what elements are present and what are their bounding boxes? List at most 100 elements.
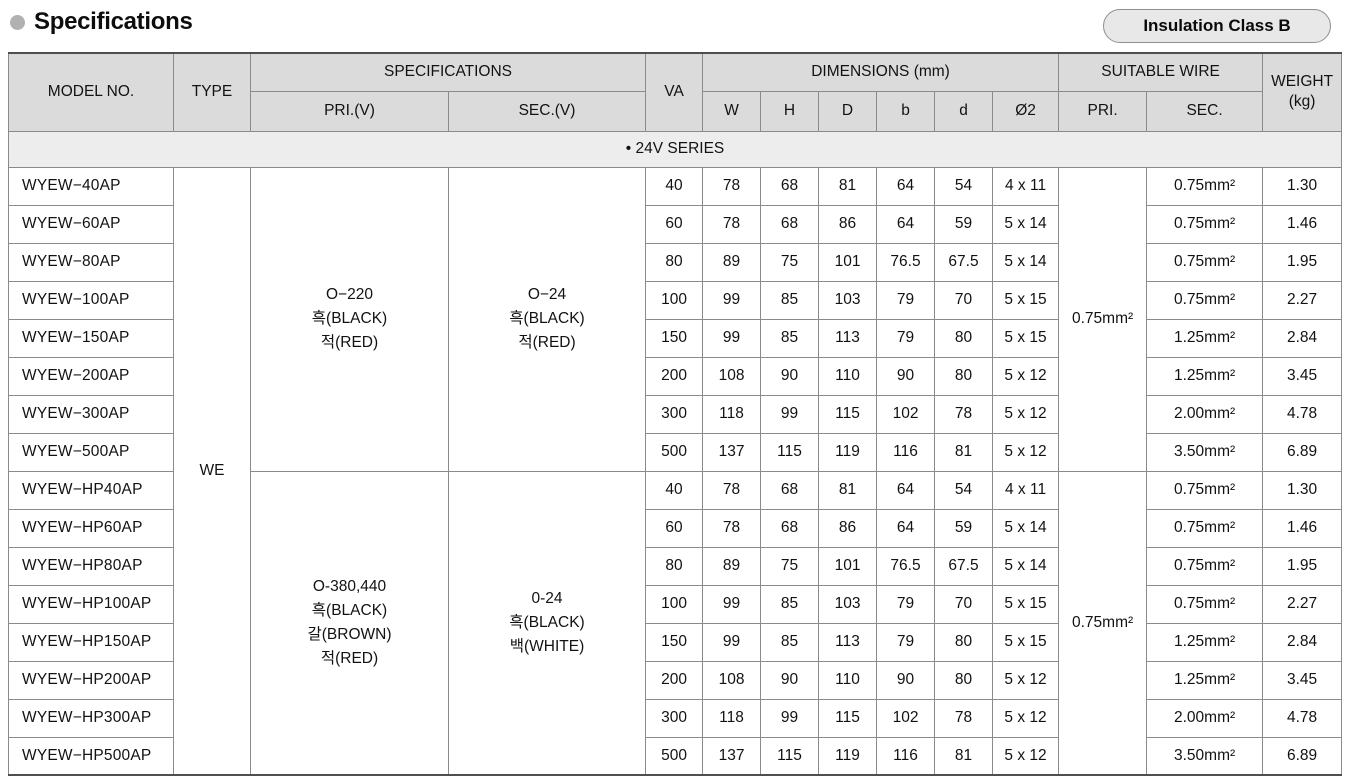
- spec-line: O−220: [326, 286, 373, 303]
- dim-b-cell: 90: [876, 356, 936, 396]
- weight-cell: 6.89: [1262, 432, 1343, 472]
- dim-d-lower-cell: 70: [934, 280, 994, 320]
- wire-sec-cell: 0.75mm²: [1146, 166, 1264, 206]
- va-cell: 100: [645, 280, 704, 320]
- dim-d-lower-cell: 80: [934, 622, 994, 662]
- weight-cell: 2.84: [1262, 318, 1343, 358]
- weight-cell: 1.46: [1262, 204, 1343, 244]
- dim-d-upper-cell: 119: [818, 736, 878, 776]
- col-header-dim-b: b: [876, 90, 936, 132]
- va-cell: 80: [645, 242, 704, 282]
- table-row: WYEW−60AP 60 78 68 86 64 59 5 x 14 0.75mm² 1.46: [8, 204, 1343, 244]
- dim-d-upper-cell: 81: [818, 470, 878, 510]
- dim-h-cell: 85: [760, 318, 820, 358]
- weight-cell: 4.78: [1262, 394, 1343, 434]
- dim-phi2-cell: 5 x 15: [992, 318, 1060, 358]
- dim-d-upper-cell: 110: [818, 660, 878, 700]
- weight-label-line2: (kg): [1288, 93, 1316, 111]
- model-cell: WYEW−HP150AP: [8, 622, 174, 662]
- wire-sec-cell: 1.25mm²: [1146, 356, 1264, 396]
- dim-b-cell: 116: [876, 432, 936, 472]
- dim-h-cell: 68: [760, 508, 820, 548]
- col-header-sec-v: SEC.(V): [447, 90, 647, 132]
- dim-h-cell: 115: [760, 432, 820, 472]
- dim-b-cell: 79: [876, 280, 936, 320]
- dim-d-upper-cell: 110: [818, 356, 878, 396]
- series-row: • 24V SERIES: [7, 130, 1343, 168]
- dim-b-cell: 102: [876, 394, 936, 434]
- dim-w-cell: 99: [702, 280, 762, 320]
- table-row: WYEW−HP60AP 60 78 68 86 64 59 5 x 14 0.75mm² 1.46: [8, 508, 1343, 548]
- spec-line: 흑(BLACK): [509, 613, 585, 631]
- va-cell: 100: [645, 584, 704, 624]
- wire-sec-cell: 0.75mm²: [1146, 242, 1264, 282]
- dim-d-lower-cell: 70: [934, 584, 994, 624]
- col-header-suitable-wire: SUITABLE WIRE: [1058, 52, 1264, 92]
- dim-d-lower-cell: 80: [934, 318, 994, 358]
- dim-d-upper-cell: 101: [818, 242, 878, 282]
- weight-cell: 4.78: [1262, 698, 1343, 738]
- dim-d-lower-cell: 80: [934, 660, 994, 700]
- dim-w-cell: 89: [702, 546, 762, 586]
- wire-pri-cell: 0.75mm²: [1058, 166, 1148, 472]
- dim-d-lower-cell: 67.5: [934, 546, 994, 586]
- dim-b-cell: 79: [876, 584, 936, 624]
- va-cell: 200: [645, 660, 704, 700]
- table-row: WYEW−HP150AP 150 99 85 113 79 80 5 x 15 1.25mm² 2…: [8, 622, 1343, 662]
- va-cell: 300: [645, 698, 704, 738]
- dim-d-upper-cell: 113: [818, 622, 878, 662]
- dim-w-cell: 108: [702, 660, 762, 700]
- dim-b-cell: 64: [876, 204, 936, 244]
- type-cell: WE: [173, 166, 251, 776]
- model-cell: WYEW−40AP: [8, 166, 174, 206]
- va-cell: 150: [645, 318, 704, 358]
- wire-sec-cell: 1.25mm²: [1146, 622, 1264, 662]
- va-cell: 300: [645, 394, 704, 434]
- dim-w-cell: 108: [702, 356, 762, 396]
- table-row: WYEW−500AP 500 137 115 119 116 81 5 x 12 3.50mm²…: [8, 432, 1343, 472]
- col-header-dim-phi2: Ø2: [992, 90, 1060, 132]
- dim-d-upper-cell: 115: [818, 698, 878, 738]
- dim-phi2-cell: 5 x 12: [992, 736, 1060, 776]
- weight-cell: 2.27: [1262, 584, 1343, 624]
- model-cell: WYEW−HP300AP: [8, 698, 174, 738]
- weight-cell: 3.45: [1262, 356, 1343, 396]
- model-cell: WYEW−HP200AP: [8, 660, 174, 700]
- model-cell: WYEW−HP500AP: [8, 736, 174, 776]
- spec-line: 0-24: [531, 589, 563, 607]
- dim-phi2-cell: 5 x 12: [992, 432, 1060, 472]
- col-header-weight: WEIGHT (kg): [1262, 52, 1343, 132]
- va-cell: 60: [645, 508, 704, 548]
- col-header-dim-d-upper: D: [818, 90, 878, 132]
- dim-h-cell: 85: [760, 280, 820, 320]
- dim-h-cell: 68: [760, 470, 820, 510]
- dim-w-cell: 137: [702, 432, 762, 472]
- dim-phi2-cell: 5 x 15: [992, 280, 1060, 320]
- dim-b-cell: 64: [876, 508, 936, 548]
- dim-b-cell: 90: [876, 660, 936, 700]
- dim-w-cell: 99: [702, 584, 762, 624]
- wire-pri-cell: 0.75mm²: [1058, 470, 1148, 776]
- dim-phi2-cell: 5 x 14: [992, 204, 1060, 244]
- dim-h-cell: 90: [760, 356, 820, 396]
- va-cell: 150: [645, 622, 704, 662]
- table-row: WYEW−HP100AP 100 99 85 103 79 70 5 x 15 0.75mm² 2…: [8, 584, 1343, 624]
- dim-d-lower-cell: 78: [934, 698, 994, 738]
- weight-cell: 1.95: [1262, 546, 1343, 586]
- model-cell: WYEW−HP60AP: [8, 508, 174, 548]
- pri-spec-cell: O-380,440 흑(BLACK) 갈(BROWN) 적(RED): [250, 470, 449, 776]
- dim-d-lower-cell: 80: [934, 356, 994, 396]
- wire-sec-cell: 0.75mm²: [1146, 470, 1264, 510]
- dim-w-cell: 78: [702, 508, 762, 548]
- va-cell: 200: [645, 356, 704, 396]
- dim-d-lower-cell: 59: [934, 508, 994, 548]
- model-cell: WYEW−HP40AP: [8, 470, 174, 510]
- dim-phi2-cell: 5 x 14: [992, 242, 1060, 282]
- weight-cell: 3.45: [1262, 660, 1343, 700]
- col-header-specifications: SPECIFICATIONS: [249, 52, 647, 92]
- col-header-type: TYPE: [173, 52, 251, 132]
- table-row: WYEW−150AP 150 99 85 113 79 80 5 x 15 1.25mm² 2.8…: [8, 318, 1343, 358]
- weight-cell: 2.84: [1262, 622, 1343, 662]
- dim-d-upper-cell: 103: [818, 280, 878, 320]
- model-cell: WYEW−200AP: [8, 356, 174, 396]
